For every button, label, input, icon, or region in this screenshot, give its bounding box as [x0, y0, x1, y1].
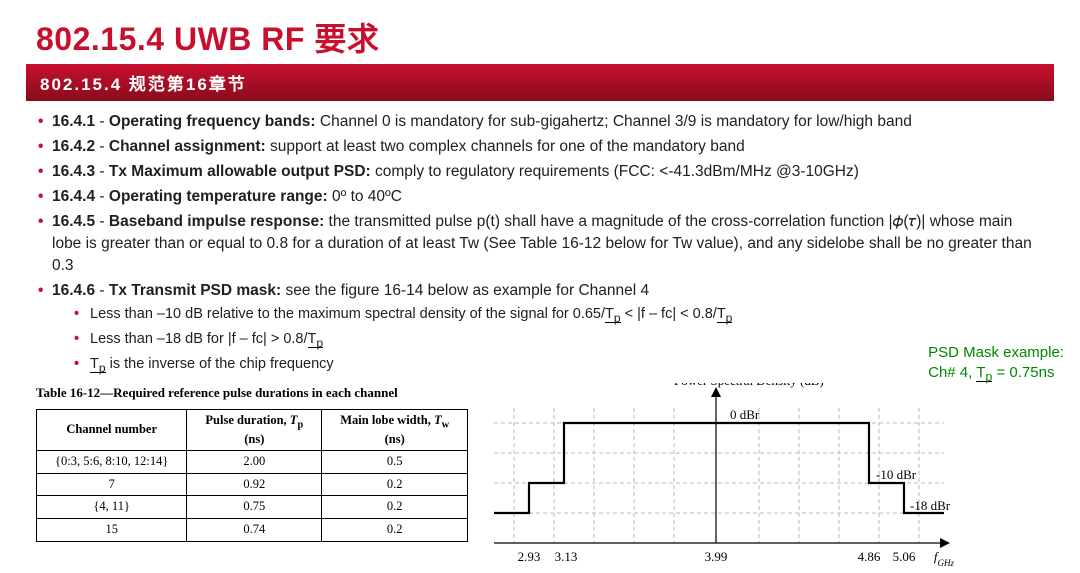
bullet-item: 16.4.5 - Baseband impulse response: the … [36, 211, 1044, 277]
y-axis-arrow-icon [711, 387, 721, 397]
ann-10dbr: -10 dBr [876, 467, 917, 482]
bullet-heading: Tx Transmit PSD mask: [109, 282, 281, 299]
col-tw: Main lobe width, Tw(ns) [322, 410, 468, 451]
col-channel: Channel number [37, 410, 187, 451]
section-num: 16.4.2 [52, 138, 95, 155]
table-caption: Table 16-12—Required reference pulse dur… [36, 385, 468, 401]
dash: - [99, 282, 108, 299]
table-row: 15 0.74 0.2 [37, 519, 468, 542]
cell-tw: 0.2 [322, 496, 468, 519]
cell-channel: 15 [37, 519, 187, 542]
bullet-item: 16.4.1 - Operating frequency bands: Chan… [36, 111, 1044, 133]
bullet-item: 16.4.4 - Operating temperature range: 0º… [36, 186, 1044, 208]
col-tp: Pulse duration, Tp(ns) [187, 410, 322, 451]
xtick: 3.13 [555, 549, 578, 564]
bullet-heading: Operating temperature range: [109, 188, 328, 205]
xtick: 3.99 [705, 549, 728, 564]
bullet-body: comply to regulatory requirements (FCC: … [375, 163, 859, 180]
bullet-body: support at least two complex channels fo… [270, 138, 745, 155]
psd-svg: Power Spectral Density (dB) 0 dBr -10 dB… [484, 383, 964, 573]
cell-channel: {4, 11} [37, 496, 187, 519]
table-row: 7 0.92 0.2 [37, 473, 468, 496]
table-body: {0:3, 5:6, 8:10, 12:14} 2.00 0.5 7 0.92 … [37, 451, 468, 542]
xtick: 2.93 [518, 549, 541, 564]
bullet-item: 16.4.2 - Channel assignment: support at … [36, 136, 1044, 158]
tp-symbol: Tp [308, 331, 324, 348]
pulse-table-block: Table 16-12—Required reference pulse dur… [36, 383, 468, 542]
cell-channel: 7 [37, 473, 187, 496]
xtick: 4.86 [858, 549, 881, 564]
pulse-table: Channel number Pulse duration, Tp(ns) Ma… [36, 409, 468, 542]
tp-symbol: Tp [976, 364, 992, 382]
dash: - [99, 163, 108, 180]
cell-tw: 0.2 [322, 473, 468, 496]
bullet-heading: Tx Maximum allowable output PSD: [109, 163, 371, 180]
bullet-body: Channel 0 is mandatory for sub-gigahertz… [320, 113, 912, 130]
sub-bullet-list: Less than –10 dB relative to the maximum… [52, 304, 1044, 377]
sub-bullet: Less than –10 dB relative to the maximum… [74, 304, 1044, 327]
bullet-heading: Channel assignment: [109, 138, 266, 155]
dash: - [99, 188, 108, 205]
sub-bullet: Tp is the inverse of the chip frequency [74, 354, 1044, 377]
sub-text: Less than –10 dB relative to the maximum… [90, 306, 605, 322]
psd-example-l1: PSD Mask example: [928, 344, 1064, 361]
bullet-heading: Baseband impulse response: [109, 213, 324, 230]
dash: - [99, 213, 108, 230]
cell-tp: 0.75 [187, 496, 322, 519]
tp-symbol: Tp [605, 306, 621, 323]
section-num: 16.4.5 [52, 213, 95, 230]
x-axis-arrow-icon [940, 538, 950, 548]
psd-mask-chart: PSD Mask example: Ch# 4, Tp = 0.75ns [484, 383, 1044, 573]
section-num: 16.4.1 [52, 113, 95, 130]
tp-symbol: Tp [717, 306, 733, 323]
psd-example-label: PSD Mask example: Ch# 4, Tp = 0.75ns [928, 343, 1064, 385]
sub-text: < |f – fc| < 0.8/ [621, 306, 717, 322]
cell-channel: {0:3, 5:6, 8:10, 12:14} [37, 451, 187, 474]
psd-example-l2a: Ch# 4, [928, 364, 976, 381]
table-header-row: Channel number Pulse duration, Tp(ns) Ma… [37, 410, 468, 451]
cell-tp: 0.74 [187, 519, 322, 542]
cell-tp: 0.92 [187, 473, 322, 496]
table-row: {0:3, 5:6, 8:10, 12:14} 2.00 0.5 [37, 451, 468, 474]
sub-bullet: Less than –18 dB for |f – fc| > 0.8/Tp [74, 329, 1044, 352]
bullet-body: see the figure 16-14 below as example fo… [286, 282, 650, 299]
section-num: 16.4.3 [52, 163, 95, 180]
bottom-row: Table 16-12—Required reference pulse dur… [36, 383, 1044, 573]
cell-tw: 0.2 [322, 519, 468, 542]
slide-title: 802.15.4 UWB RF 要求 [36, 14, 1044, 60]
section-num: 16.4.6 [52, 282, 95, 299]
chart-title: Power Spectral Density (dB) [674, 383, 824, 388]
sub-text: is the inverse of the chip frequency [106, 356, 334, 372]
dash: - [99, 138, 108, 155]
xaxis-label: fGHz [934, 549, 955, 568]
dash: - [99, 113, 108, 130]
bullet-heading: Operating frequency bands: [109, 113, 316, 130]
section-num: 16.4.4 [52, 188, 95, 205]
section-bar: 802.15.4 规范第16章节 [26, 64, 1054, 101]
slide: 802.15.4 UWB RF 要求 802.15.4 规范第16章节 16.4… [0, 0, 1080, 573]
ann-18dbr: -18 dBr [910, 498, 951, 513]
cell-tw: 0.5 [322, 451, 468, 474]
tp-symbol: Tp [90, 356, 106, 373]
bullet-item: 16.4.3 - Tx Maximum allowable output PSD… [36, 161, 1044, 183]
psd-example-l2c: = 0.75ns [992, 364, 1054, 381]
ann-0dbr: 0 dBr [730, 407, 760, 422]
sub-text: Less than –18 dB for |f – fc| > 0.8/ [90, 331, 308, 347]
bullet-item: 16.4.6 - Tx Transmit PSD mask: see the f… [36, 280, 1044, 377]
bullet-list: 16.4.1 - Operating frequency bands: Chan… [36, 111, 1044, 377]
cell-tp: 2.00 [187, 451, 322, 474]
table-row: {4, 11} 0.75 0.2 [37, 496, 468, 519]
bullet-body: 0º to 40ºC [332, 188, 402, 205]
xtick: 5.06 [893, 549, 916, 564]
